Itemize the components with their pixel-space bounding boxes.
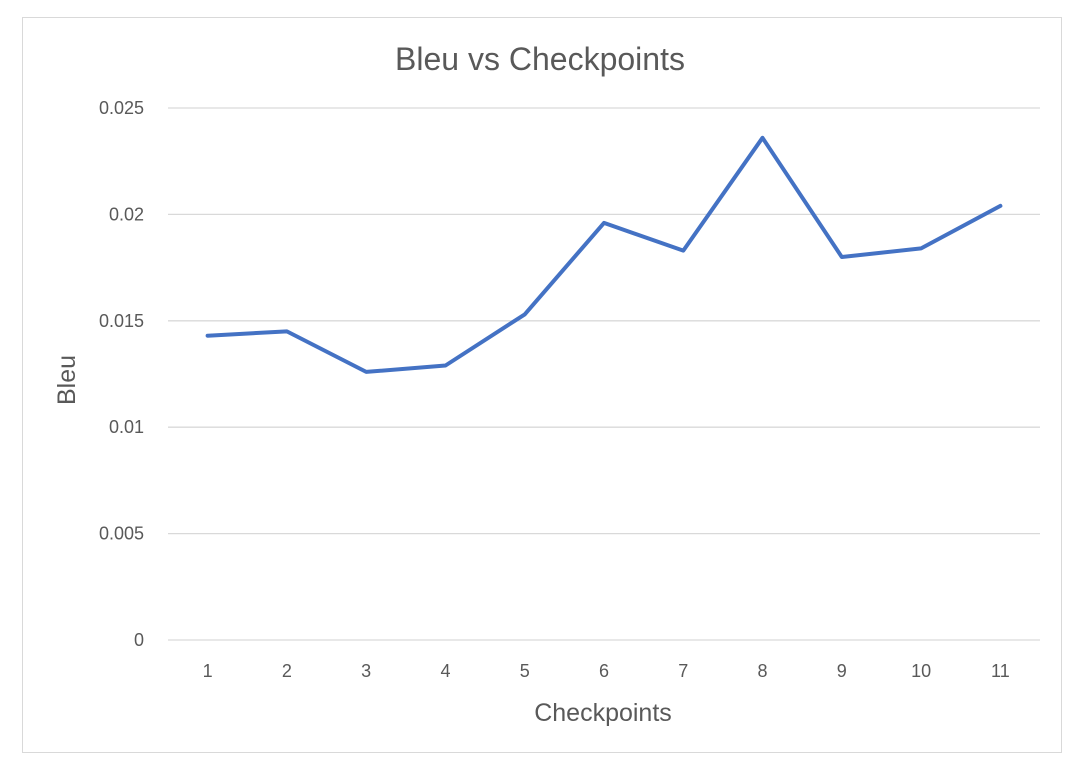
x-tick-label: 9 <box>837 661 847 681</box>
y-axis-title: Bleu <box>53 355 81 405</box>
x-tick-label: 11 <box>991 661 1010 681</box>
x-tick-label: 7 <box>678 661 688 681</box>
y-tick-label: 0.005 <box>99 524 144 544</box>
chart-frame <box>22 17 1062 753</box>
chart-title: Bleu vs Checkpoints <box>395 41 685 77</box>
gridlines <box>168 107 1040 641</box>
y-tick-label: 0.015 <box>99 311 144 331</box>
x-tick-label: 1 <box>203 661 213 681</box>
x-tick-label: 2 <box>282 661 292 681</box>
y-tick-label: 0.025 <box>99 98 144 118</box>
y-tick-label: 0.02 <box>109 204 144 224</box>
series-line-0 <box>205 135 1003 374</box>
x-tick-label: 10 <box>911 661 931 681</box>
x-tick-label: 4 <box>440 661 450 681</box>
x-tick-label: 8 <box>758 661 768 681</box>
x-axis-ticks: 1 2 3 4 5 6 7 8 9 10 11 <box>203 661 1010 681</box>
x-tick-label: 3 <box>361 661 371 681</box>
y-axis-ticks: 0 0.005 0.01 0.015 0.02 0.025 <box>99 98 144 650</box>
x-tick-label: 6 <box>599 661 609 681</box>
series-layer <box>205 135 1003 374</box>
x-axis-title: Checkpoints <box>534 699 672 727</box>
y-tick-label: 0 <box>134 630 144 650</box>
y-tick-label: 0.01 <box>109 417 144 437</box>
x-tick-label: 5 <box>520 661 530 681</box>
